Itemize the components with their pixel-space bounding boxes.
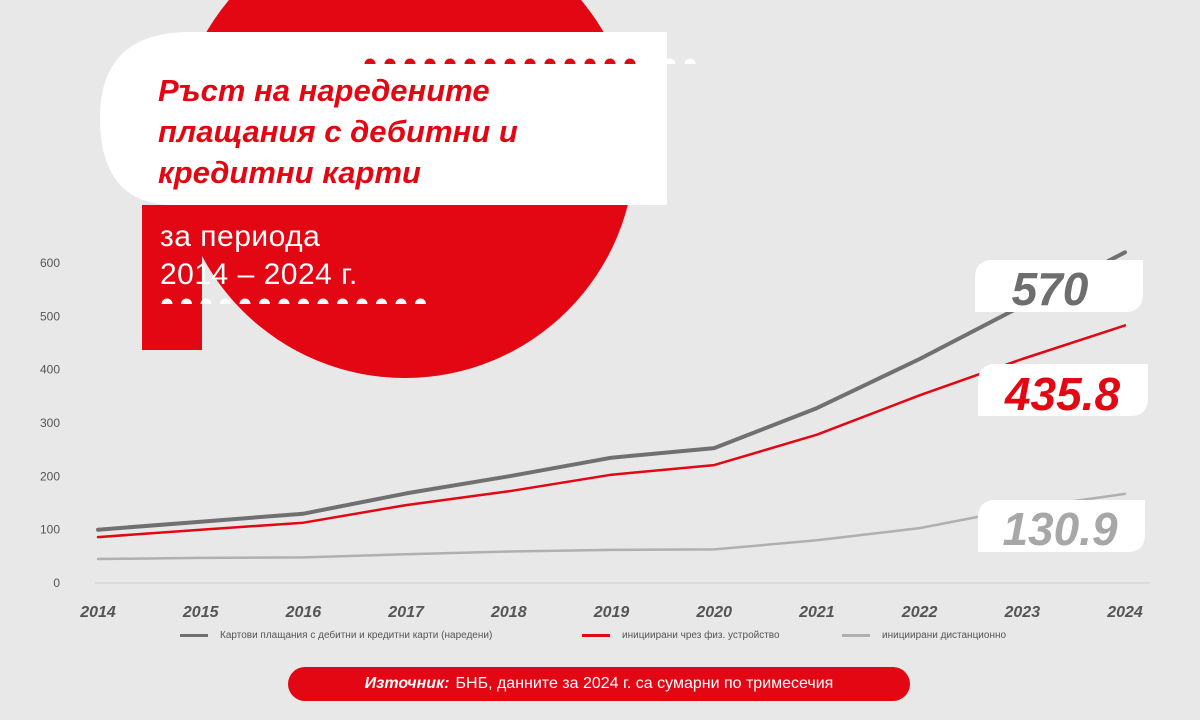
series-line: [96, 492, 1127, 561]
legend-label-total: Картови плащания с дебитни и кредитни ка…: [220, 630, 493, 641]
legend-swatch-remote: [842, 634, 870, 637]
legend-swatch-total: [180, 634, 208, 637]
legend-item-total: Картови плащания с дебитни и кредитни ка…: [180, 630, 492, 641]
title-dot: [584, 58, 596, 64]
x-tick-label: 2022: [901, 604, 938, 621]
callout-physical-bubble: [978, 364, 1148, 416]
y-tick-label: 200: [40, 469, 60, 483]
title-dot: [684, 58, 696, 64]
subtitle-dot: [220, 298, 231, 304]
x-tick-label: 2019: [593, 604, 630, 621]
title-dot: [384, 58, 396, 64]
series-line: [96, 250, 1127, 532]
source-label: Източник:: [364, 675, 450, 692]
x-tick-label: 2021: [798, 604, 835, 621]
title-dot: [464, 58, 476, 64]
title-dot: [424, 58, 436, 64]
y-tick-label: 300: [40, 416, 60, 430]
x-tick-label: 2015: [182, 604, 220, 621]
legend-label-physical: инициирани чрез физ. устройство: [622, 630, 780, 641]
title-dot: [604, 58, 616, 64]
series-line: [96, 324, 1127, 539]
x-tick-label: 2023: [1004, 604, 1041, 621]
x-tick-label: 2020: [695, 604, 732, 621]
title-dot: [504, 58, 516, 64]
x-tick-label: 2024: [1106, 604, 1143, 621]
subtitle-line-2: 2014 – 2024 г.: [160, 258, 358, 291]
callout-remote: 130.9: [1002, 503, 1118, 555]
callout-total: 570: [1011, 263, 1089, 315]
y-tick-label: 600: [40, 256, 60, 270]
title-line-3: кредитни карти: [158, 155, 421, 190]
decoration-layer: [100, 0, 667, 378]
title-dot: [484, 58, 496, 64]
title-line-1: Ръст на наредените: [158, 73, 490, 108]
subtitle-line-1: за периода: [160, 220, 321, 253]
source-text: БНБ, данните за 2024 г. са сумарни по тр…: [455, 675, 834, 692]
title-dot: [664, 58, 676, 64]
legend-label-remote: инициирани дистанционно: [882, 630, 1007, 641]
subtitle-dot: [356, 298, 368, 304]
title-dot: [404, 58, 416, 64]
subtitle-dot: [395, 298, 407, 304]
callout-physical: 435.8: [1004, 368, 1121, 420]
chart-title: Ръст на наредените плащания с дебитни и …: [158, 70, 638, 193]
series-lines: [96, 250, 1127, 561]
callout-remote-bubble: [978, 500, 1145, 552]
legend-item-remote: инициирани дистанционно: [842, 630, 1006, 641]
callout-total-bubble: [975, 260, 1143, 312]
title-dot: [444, 58, 456, 64]
title-dot: [564, 58, 576, 64]
legend-swatch-physical: [582, 634, 610, 637]
y-tick-label: 400: [40, 363, 60, 377]
x-tick-label: 2017: [387, 604, 425, 621]
title-dot: [624, 58, 636, 64]
subtitle-dot: [239, 298, 251, 304]
y-axis: 0 100 200 300 400 500 600: [40, 256, 1150, 590]
x-tick-label: 2018: [490, 604, 527, 621]
title-dot: [364, 58, 376, 64]
source-banner: Източник: БНБ, данните за 2024 г. са сум…: [288, 667, 910, 701]
legend-item-physical: инициирани чрез физ. устройство: [582, 630, 780, 641]
title-dot: [644, 58, 656, 64]
y-tick-label: 100: [40, 523, 60, 537]
subtitle-dot: [317, 298, 329, 304]
x-tick-label: 2016: [285, 604, 322, 621]
x-axis-labels: 2014 2015 2016 2017 2018 2019 2020 2021 2022 2023…: [79, 604, 1143, 621]
subtitle-dot: [376, 298, 387, 304]
subtitle-dot: [161, 298, 173, 304]
x-tick-label: 2014: [79, 604, 116, 621]
subtitle-dot: [415, 298, 426, 304]
subtitle-dot: [259, 298, 270, 304]
subtitle-dot: [278, 298, 290, 304]
title-dot: [544, 58, 556, 64]
title-dot: [524, 58, 536, 64]
subtitle-dot: [298, 298, 309, 304]
subtitle-dot: [200, 298, 212, 304]
y-tick-label: 0: [53, 576, 60, 590]
subtitle-dot: [181, 298, 192, 304]
title-card: [100, 32, 667, 205]
red-block-decoration: [142, 205, 202, 350]
chart-subtitle: за периода 2014 – 2024 г.: [160, 218, 358, 294]
dot-decorations: [161, 58, 696, 304]
title-line-2: плащания с дебитни и: [158, 114, 518, 149]
callout-bubbles: [975, 260, 1148, 552]
y-tick-label: 500: [40, 309, 60, 323]
subtitle-dot: [337, 298, 348, 304]
